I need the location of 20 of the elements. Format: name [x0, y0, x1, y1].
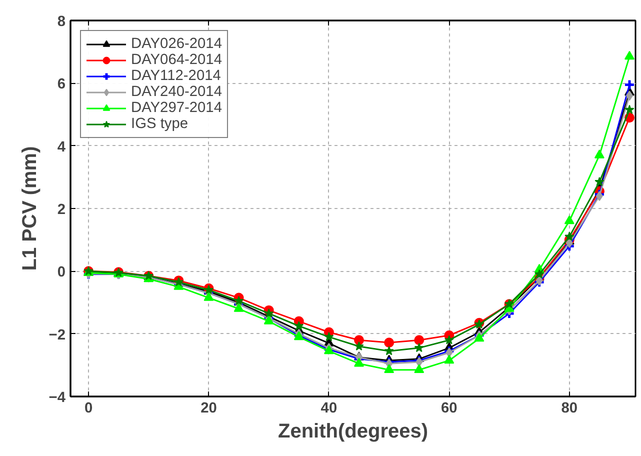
legend-label: DAY240-2014 — [131, 84, 222, 100]
x-axis-title: Zenith(degrees) — [278, 420, 428, 442]
y-tick-label: 8 — [57, 14, 66, 30]
y-tick-label: 4 — [57, 139, 66, 156]
x-tick-label: 80 — [561, 400, 578, 416]
y-tick-label: 2 — [57, 202, 66, 218]
y-tick-label: −4 — [48, 390, 66, 406]
legend-label: DAY297-2014 — [131, 100, 222, 116]
legend-label: DAY112-2014 — [131, 68, 221, 84]
legend-label: IGS type — [131, 116, 188, 132]
legend-label: DAY026-2014 — [131, 36, 222, 52]
x-tick-label: 60 — [441, 400, 458, 416]
x-tick-label: 0 — [84, 400, 93, 416]
y-tick-label: 0 — [57, 264, 66, 281]
x-tick-label: 40 — [320, 400, 338, 416]
y-tick-label: 6 — [57, 76, 66, 93]
y-axis-title: L1 PCV (mm) — [18, 146, 41, 271]
y-tick-label: −2 — [48, 327, 66, 344]
legend-label: DAY064-2014 — [131, 52, 222, 68]
x-tick-label: 20 — [200, 400, 217, 416]
